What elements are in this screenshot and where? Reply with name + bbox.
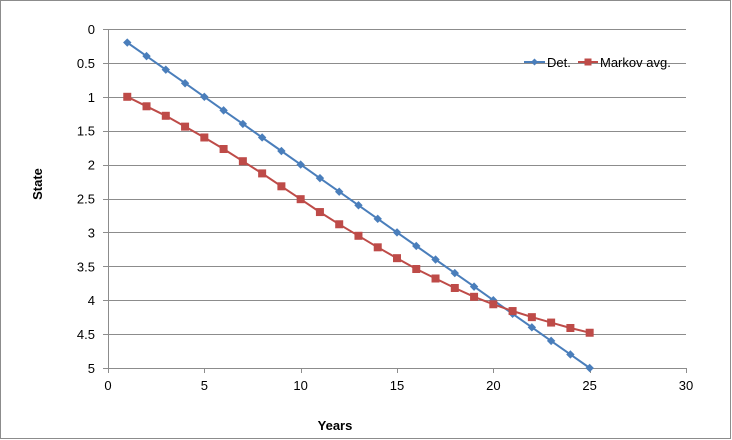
data-point <box>354 201 363 210</box>
data-point <box>142 51 151 61</box>
series-lines <box>123 38 594 373</box>
y-tick-label: 4.5 <box>77 327 95 342</box>
data-point <box>566 323 575 332</box>
data-point <box>585 328 594 337</box>
data-point <box>431 255 440 264</box>
x-tick-label: 0 <box>104 378 111 393</box>
data-point <box>527 323 537 332</box>
data-point <box>238 157 247 166</box>
data-point <box>393 254 401 263</box>
y-tick-label: 2.5 <box>77 192 95 207</box>
data-point <box>392 228 402 237</box>
data-point <box>181 122 190 131</box>
data-point <box>296 195 305 204</box>
data-point <box>180 79 190 88</box>
x-tick-label: 25 <box>582 378 596 393</box>
data-point <box>335 220 344 229</box>
y-tick-label: 5 <box>88 361 95 376</box>
series-line <box>126 95 590 334</box>
y-tick-label: 0 <box>88 22 95 37</box>
data-point <box>219 145 228 154</box>
y-tick-label: 3.5 <box>77 259 95 274</box>
data-point <box>161 111 170 120</box>
x-tick-label: 5 <box>201 378 208 393</box>
data-point <box>469 282 479 291</box>
data-point <box>315 173 325 183</box>
data-point <box>373 214 382 224</box>
y-tick-label: 3 <box>88 225 95 240</box>
data-point <box>258 169 267 178</box>
series-2 <box>123 92 594 337</box>
legend-marker <box>584 58 592 66</box>
data-point <box>470 292 479 301</box>
data-point <box>585 363 594 373</box>
data-point <box>200 92 209 102</box>
data-point <box>219 106 228 115</box>
data-point <box>277 146 286 156</box>
data-point <box>547 318 556 327</box>
legend-item: Markov avg. <box>578 55 671 70</box>
y-tick-label: 1 <box>88 90 95 105</box>
data-point <box>489 300 498 309</box>
y-tick-label: 2 <box>88 158 95 173</box>
gridlines <box>108 29 686 369</box>
data-point <box>450 268 460 278</box>
data-point <box>354 231 363 240</box>
data-point <box>315 208 324 217</box>
data-point <box>450 283 459 292</box>
data-point <box>527 313 536 322</box>
x-tick-label: 10 <box>293 378 307 393</box>
axes: 00.511.522.533.544.550 5 10 15 20 25 30 <box>77 22 693 393</box>
data-point <box>508 307 517 316</box>
data-point <box>373 243 382 252</box>
y-axis-title: State <box>30 168 45 200</box>
data-point <box>238 119 248 129</box>
legend: Det. Markov avg. <box>524 55 671 70</box>
x-axis-title: Years <box>318 418 353 433</box>
data-point <box>161 65 171 74</box>
data-point <box>123 38 132 47</box>
legend-marker <box>531 58 538 66</box>
legend-item: Det. <box>524 55 571 70</box>
data-point <box>412 265 421 274</box>
y-tick-label: 1.5 <box>77 124 95 139</box>
data-point <box>142 102 151 111</box>
y-tick-label: 0.5 <box>77 56 95 71</box>
x-tick-label: 30 <box>679 378 693 393</box>
legend-label: Det. <box>547 55 571 70</box>
series-1 <box>123 38 594 373</box>
data-point <box>431 274 440 283</box>
data-point <box>334 187 344 196</box>
x-tick-label: 20 <box>486 378 500 393</box>
data-point <box>566 350 575 359</box>
data-point <box>412 241 421 251</box>
legend-label: Markov avg. <box>600 55 671 70</box>
data-point <box>200 133 209 142</box>
data-point <box>277 182 286 191</box>
data-point <box>123 92 132 101</box>
data-point <box>296 160 305 169</box>
x-tick-label: 15 <box>390 378 404 393</box>
y-tick-label: 4 <box>88 293 95 308</box>
data-point <box>546 336 556 346</box>
data-point <box>257 133 267 142</box>
